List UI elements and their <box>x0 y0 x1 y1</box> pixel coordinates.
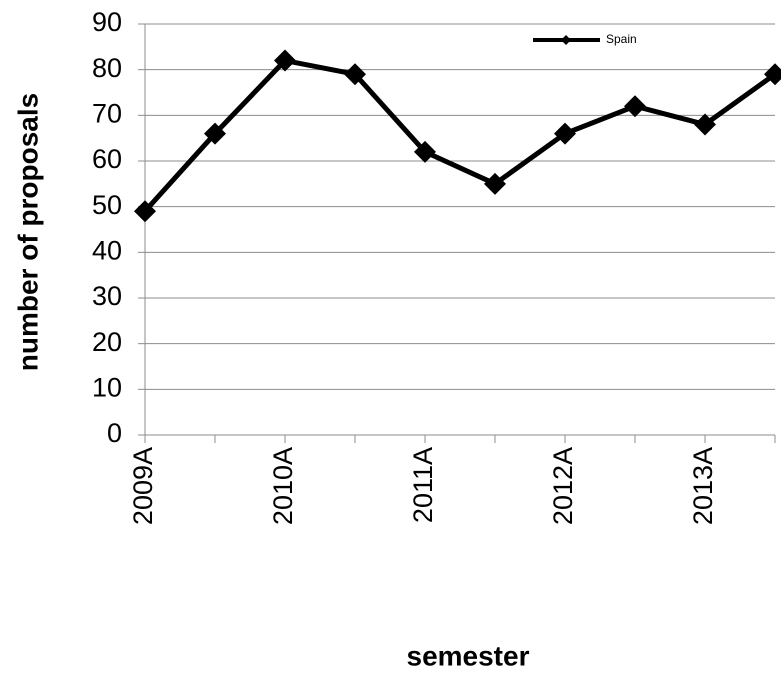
y-tick-label: 10 <box>92 372 122 402</box>
y-tick-label: 0 <box>107 418 122 448</box>
y-tick-label: 30 <box>92 281 122 311</box>
marker <box>134 200 156 223</box>
marker <box>274 49 296 72</box>
y-tick-label: 80 <box>92 53 122 83</box>
marker <box>764 63 781 86</box>
x-tick-label: 2013A <box>688 447 718 525</box>
x-tick-label: 2012A <box>548 447 578 525</box>
line <box>143 58 777 213</box>
y-tick-label: 50 <box>92 190 122 220</box>
x-axis-title: semester <box>407 640 530 671</box>
y-tick-label: 70 <box>92 98 122 128</box>
x-tick-label: 2010A <box>268 447 298 525</box>
y-axis-title: number of proposals <box>12 93 43 371</box>
marker <box>694 113 716 136</box>
legend-marker <box>561 35 571 45</box>
marker <box>414 140 436 163</box>
marker <box>554 122 576 145</box>
marker <box>484 172 506 195</box>
y-tick-label: 20 <box>92 327 122 357</box>
x-tick-label: 2011A <box>408 447 438 523</box>
y-tick-label: 60 <box>92 144 122 174</box>
legend-label: Spain <box>606 32 637 46</box>
y-tick-label: 40 <box>92 235 122 265</box>
marker <box>204 122 226 145</box>
y-tick-label: 90 <box>92 7 122 37</box>
marker <box>344 63 366 86</box>
marker <box>624 95 646 118</box>
x-tick-label: 2009A <box>128 447 158 525</box>
